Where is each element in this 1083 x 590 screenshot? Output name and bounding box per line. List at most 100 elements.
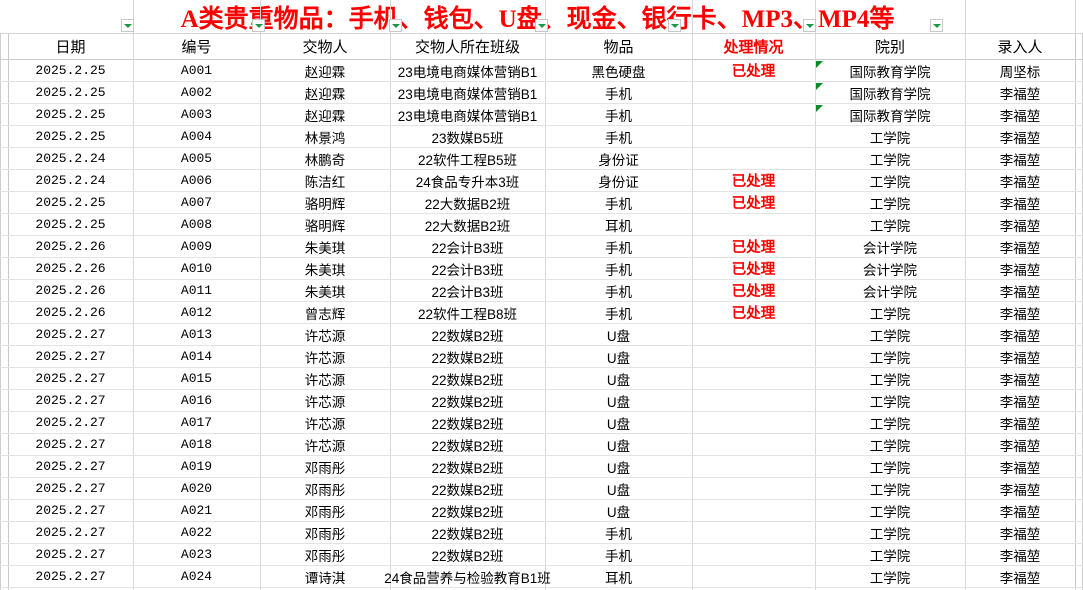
cell-class[interactable]: 22数媒B2班	[431, 394, 504, 410]
cell-number[interactable]: A024	[180, 569, 213, 584]
table-row[interactable]: 2025.2.27 A024 谭诗淇 24食品营养与检验教育B1班 耳机 工学院 李福堃	[0, 566, 1083, 588]
cell-recorder[interactable]: 李福堃	[999, 130, 1041, 146]
cell-item[interactable]: U盘	[606, 504, 631, 520]
cell-item[interactable]: 手机	[605, 548, 632, 564]
table-row[interactable]: 2025.2.26 A010 朱美琪 22会计B3班 手机 已处理 会计学院 李福堃	[0, 258, 1083, 280]
cell-number[interactable]: A013	[180, 327, 213, 342]
cell-recorder[interactable]: 李福堃	[999, 438, 1041, 454]
cell-class[interactable]: 24食品专升本3班	[415, 174, 520, 190]
cell-deliverer[interactable]: 许芯源	[304, 438, 346, 454]
cell-status[interactable]	[692, 104, 815, 125]
cell-recorder[interactable]: 李福堃	[999, 394, 1041, 410]
table-row[interactable]: 2025.2.26 A012 曾志辉 22软件工程B8班 手机 已处理 工学院 李福堃	[0, 302, 1083, 324]
cell-deliverer[interactable]: 赵迎霖	[304, 86, 346, 102]
cell-recorder[interactable]: 李福堃	[999, 328, 1041, 344]
cell-item[interactable]: U盘	[606, 372, 631, 388]
table-row[interactable]: 2025.2.27 A016 许芯源 22数媒B2班 U盘 工学院 李福堃	[0, 390, 1083, 412]
cell-college[interactable]: 工学院	[869, 438, 911, 454]
table-row[interactable]: 2025.2.24 A006 陈洁红 24食品专升本3班 身份证 已处理 工学院 李福堃	[0, 170, 1083, 192]
cell-college[interactable]: 工学院	[869, 328, 911, 344]
table-row[interactable]: 2025.2.27 A013 许芯源 22数媒B2班 U盘 工学院 李福堃	[0, 324, 1083, 346]
column-header-deliverer[interactable]: 交物人	[302, 39, 348, 56]
cell-status[interactable]	[692, 346, 815, 367]
cell-recorder[interactable]: 李福堃	[999, 350, 1041, 366]
cell-status[interactable]: 已处理	[731, 174, 776, 190]
cell-status[interactable]	[692, 434, 815, 455]
filter-col-status-dropdown-icon[interactable]	[802, 19, 816, 32]
filter-col-deliverer-dropdown-icon[interactable]	[388, 19, 402, 32]
cell-number[interactable]: A016	[180, 393, 213, 408]
cell-recorder[interactable]: 李福堃	[999, 416, 1041, 432]
cell-college[interactable]: 会计学院	[863, 284, 917, 300]
cell-college[interactable]: 工学院	[869, 548, 911, 564]
cell-college[interactable]: 工学院	[869, 460, 911, 476]
table-row[interactable]: 2025.2.25 A004 林景鸿 23数媒B5班 手机 工学院 李福堃	[0, 126, 1083, 148]
cell-recorder[interactable]: 李福堃	[999, 570, 1041, 586]
cell-item[interactable]: 手机	[605, 306, 632, 322]
cell-college[interactable]: 工学院	[869, 130, 911, 146]
cell-item[interactable]: 手机	[605, 526, 632, 542]
cell-date[interactable]: 2025.2.27	[35, 459, 106, 474]
cell-number[interactable]: A015	[180, 371, 213, 386]
table-row[interactable]: 2025.2.27 A020 邓雨彤 22数媒B2班 U盘 工学院 李福堃	[0, 478, 1083, 500]
cell-status[interactable]	[692, 368, 815, 389]
cell-number[interactable]: A003	[180, 107, 213, 122]
cell-recorder[interactable]: 李福堃	[999, 174, 1041, 190]
cell-college[interactable]: 工学院	[869, 416, 911, 432]
filter-col-college-dropdown-icon[interactable]	[930, 19, 944, 32]
cell-deliverer[interactable]: 邓雨彤	[304, 482, 346, 498]
cell-recorder[interactable]: 李福堃	[999, 262, 1041, 278]
cell-class[interactable]: 22数媒B2班	[431, 350, 504, 366]
cell-class[interactable]: 23电境电商媒体营销B1	[397, 108, 538, 124]
cell-number[interactable]: A010	[180, 261, 213, 276]
cell-item[interactable]: 手机	[605, 240, 632, 256]
cell-class[interactable]: 22数媒B2班	[431, 504, 504, 520]
cell-recorder[interactable]: 李福堃	[999, 372, 1041, 388]
cell-college[interactable]: 国际教育学院	[815, 82, 965, 103]
cell-recorder[interactable]: 李福堃	[999, 218, 1041, 234]
cell-item[interactable]: 耳机	[605, 570, 632, 586]
cell-class[interactable]: 22数媒B2班	[431, 460, 504, 476]
column-header-recorder[interactable]: 录入人	[997, 39, 1043, 56]
cell-number[interactable]: A011	[180, 283, 213, 298]
cell-college[interactable]: 会计学院	[863, 240, 917, 256]
cell-college[interactable]: 工学院	[869, 196, 911, 212]
cell-class[interactable]: 23电境电商媒体营销B1	[397, 64, 538, 80]
cell-number[interactable]: A021	[180, 503, 213, 518]
table-row[interactable]: 2025.2.27 A021 邓雨彤 22数媒B2班 U盘 工学院 李福堃	[0, 500, 1083, 522]
cell-college[interactable]: 国际教育学院	[815, 104, 965, 125]
column-header-class[interactable]: 交物人所在班级	[414, 39, 520, 56]
cell-deliverer[interactable]: 曾志辉	[304, 306, 346, 322]
cell-class[interactable]: 22数媒B2班	[431, 548, 504, 564]
cell-recorder[interactable]: 李福堃	[999, 306, 1041, 322]
column-header-number[interactable]: 编号	[181, 39, 212, 56]
cell-item[interactable]: 手机	[605, 86, 632, 102]
cell-date[interactable]: 2025.2.24	[35, 173, 106, 188]
cell-item[interactable]: U盘	[606, 482, 631, 498]
cell-number[interactable]: A009	[180, 239, 213, 254]
cell-date[interactable]: 2025.2.27	[35, 569, 106, 584]
cell-recorder[interactable]: 李福堃	[999, 548, 1041, 564]
cell-college[interactable]: 工学院	[869, 350, 911, 366]
cell-number[interactable]: A019	[180, 459, 213, 474]
cell-number[interactable]: A005	[180, 151, 213, 166]
cell-date[interactable]: 2025.2.27	[35, 393, 106, 408]
cell-deliverer[interactable]: 林景鸿	[304, 130, 346, 146]
filter-col-item-dropdown-icon[interactable]	[667, 19, 681, 32]
column-header-date[interactable]: 日期	[55, 39, 86, 56]
cell-item[interactable]: U盘	[606, 416, 631, 432]
cell-recorder[interactable]: 周坚标	[999, 64, 1041, 80]
cell-deliverer[interactable]: 赵迎霖	[304, 64, 346, 80]
cell-status[interactable]	[692, 390, 815, 411]
cell-recorder[interactable]: 李福堃	[999, 504, 1041, 520]
cell-item[interactable]: 黑色硬盘	[591, 64, 646, 80]
cell-class[interactable]: 23数媒B5班	[431, 130, 504, 146]
table-row[interactable]: 2025.2.27 A017 许芯源 22数媒B2班 U盘 工学院 李福堃	[0, 412, 1083, 434]
cell-date[interactable]: 2025.2.25	[35, 129, 106, 144]
cell-college[interactable]: 国际教育学院	[815, 60, 965, 81]
cell-college[interactable]: 工学院	[869, 504, 911, 520]
table-row[interactable]: 2025.2.26 A009 朱美琪 22会计B3班 手机 已处理 会计学院 李福堃	[0, 236, 1083, 258]
cell-status[interactable]	[692, 412, 815, 433]
filter-col-number-dropdown-icon[interactable]	[252, 19, 266, 32]
cell-college[interactable]: 会计学院	[863, 262, 917, 278]
